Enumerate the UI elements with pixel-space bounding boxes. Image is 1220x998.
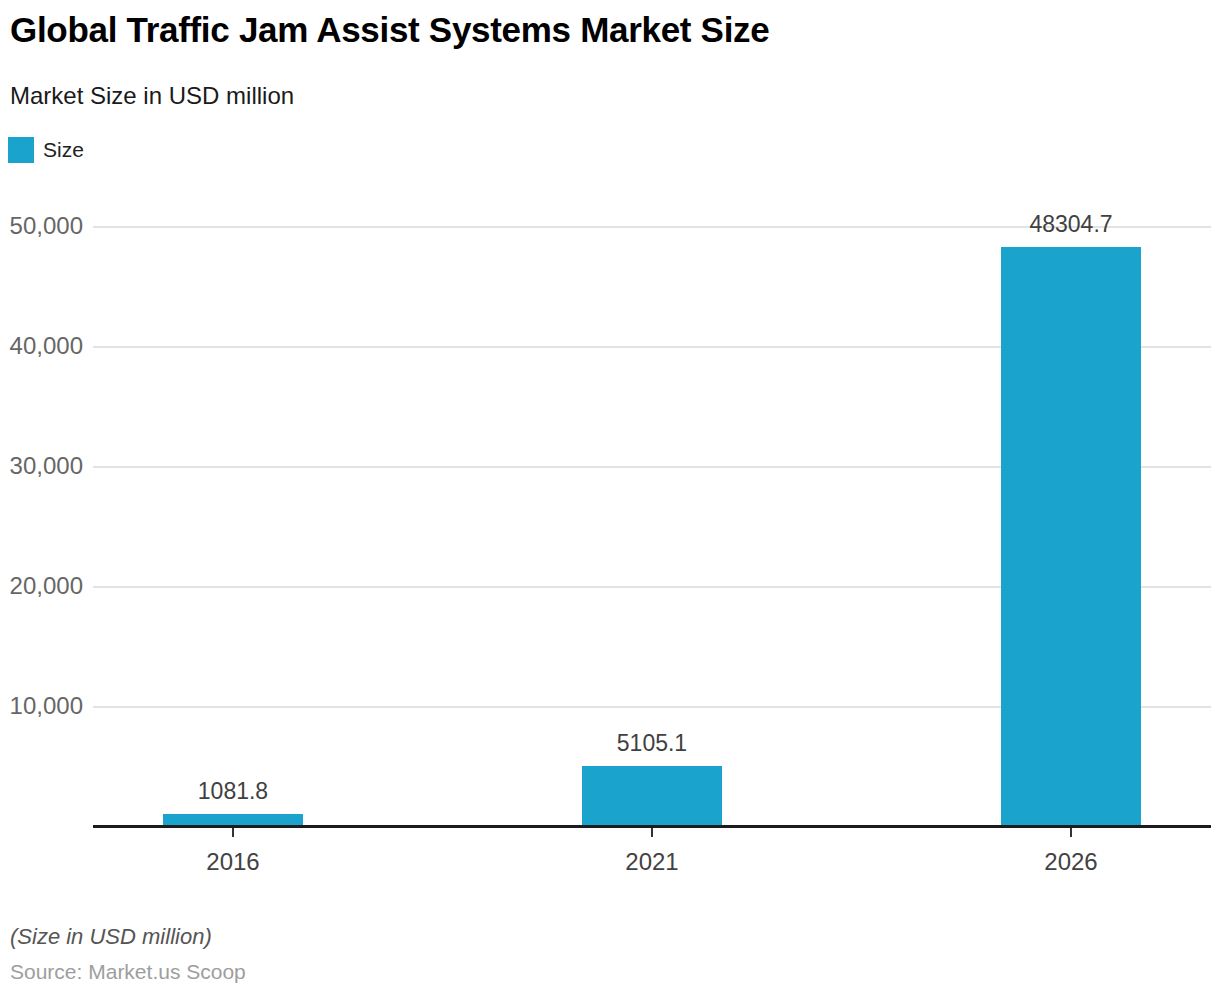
x-axis-line [93, 825, 1211, 828]
bar-value-label: 1081.8 [123, 778, 343, 805]
source-note: Source: Market.us Scoop [10, 960, 246, 984]
chart-page: Global Traffic Jam Assist Systems Market… [0, 0, 1220, 998]
tick-mark [651, 828, 653, 837]
bar-value-label: 5105.1 [542, 730, 762, 757]
y-axis-label: 30,000 [0, 452, 83, 480]
y-axis-label: 40,000 [0, 332, 83, 360]
tick-mark [1070, 828, 1072, 837]
bar[interactable] [1001, 247, 1141, 827]
bar-value-label: 48304.7 [961, 211, 1181, 238]
y-axis-label: 20,000 [0, 572, 83, 600]
y-axis-label: 50,000 [0, 212, 83, 240]
bar[interactable] [582, 766, 722, 827]
x-axis-label: 2026 [961, 848, 1181, 876]
tick-mark [232, 828, 234, 837]
footnote: (Size in USD million) [10, 924, 212, 950]
x-axis-label: 2021 [542, 848, 762, 876]
x-axis-label: 2016 [123, 848, 343, 876]
y-axis-label: 10,000 [0, 692, 83, 720]
bar-chart: 10,000 20,000 30,000 40,000 50,000 1081.8 2016… [0, 0, 1220, 998]
